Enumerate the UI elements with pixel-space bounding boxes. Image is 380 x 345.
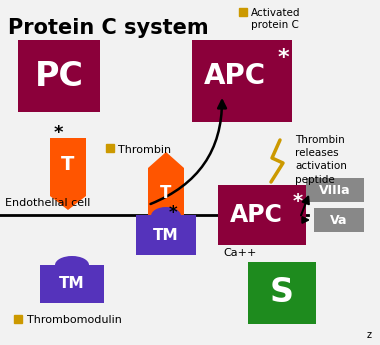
Polygon shape: [148, 152, 184, 168]
Text: Protein C system: Protein C system: [8, 18, 209, 38]
Text: Thrombomodulin: Thrombomodulin: [27, 315, 122, 325]
Text: S: S: [270, 276, 294, 309]
Bar: [50, 138, 86, 196]
Text: *: *: [169, 204, 177, 222]
Text: z: z: [367, 330, 372, 340]
Bar: [192, 40, 292, 122]
Polygon shape: [50, 196, 86, 210]
Text: PC: PC: [35, 59, 84, 92]
FancyArrowPatch shape: [301, 197, 309, 215]
Text: Va: Va: [330, 214, 348, 227]
Text: APC: APC: [204, 62, 266, 90]
Bar: [40, 265, 104, 303]
FancyArrowPatch shape: [302, 217, 308, 223]
Text: T: T: [160, 184, 172, 202]
Text: *: *: [277, 48, 289, 68]
Bar: [148, 168, 184, 215]
Text: TM: TM: [153, 227, 179, 243]
FancyArrowPatch shape: [150, 101, 226, 204]
Bar: [248, 262, 316, 324]
Text: TM: TM: [59, 276, 85, 292]
Text: *: *: [53, 124, 63, 142]
Ellipse shape: [55, 256, 89, 274]
Text: Ca++: Ca++: [223, 248, 256, 258]
Text: APC: APC: [230, 203, 282, 227]
Bar: [218, 185, 306, 245]
Text: T: T: [61, 156, 75, 175]
Bar: [18, 40, 100, 112]
Text: VIIIa: VIIIa: [319, 184, 351, 197]
Text: Endothelial cell: Endothelial cell: [5, 198, 90, 208]
Ellipse shape: [151, 207, 181, 225]
Text: Thrombin: Thrombin: [118, 145, 171, 155]
Text: *: *: [293, 192, 303, 211]
Text: Activated
protein C: Activated protein C: [251, 8, 301, 30]
Bar: [314, 208, 364, 232]
Bar: [306, 178, 364, 202]
Text: Thrombin
releases
activation
peptide: Thrombin releases activation peptide: [295, 135, 347, 185]
Bar: [136, 215, 196, 255]
